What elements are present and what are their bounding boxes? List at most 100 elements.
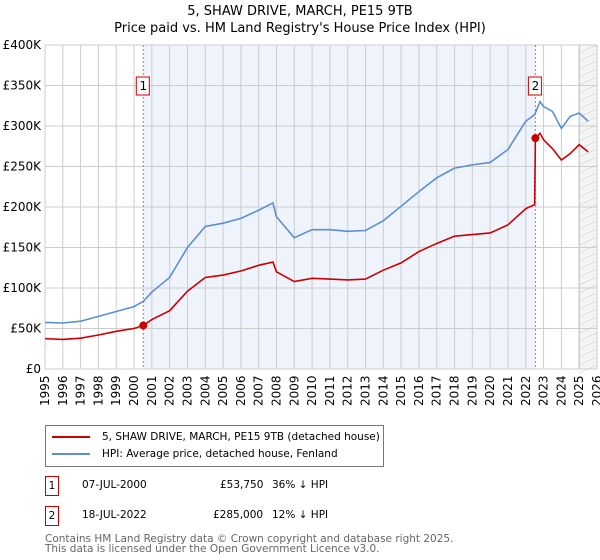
hatch-line — [579, 260, 598, 270]
annotation-label: 1 — [139, 79, 147, 93]
hatch-line — [579, 252, 598, 262]
x-tick-label: 2001 — [145, 375, 159, 406]
footer-copyright: Contains HM Land Registry data © Crown c… — [45, 533, 454, 545]
hatch-line — [579, 44, 598, 54]
y-tick-label: £250K — [3, 160, 43, 174]
hatch-line — [579, 100, 598, 110]
plot-border — [44, 44, 598, 370]
x-tick-label: 1999 — [109, 375, 123, 406]
hatch-line — [579, 188, 598, 198]
x-tick-label: 2020 — [483, 375, 497, 406]
x-tick-label: 2008 — [269, 375, 283, 406]
x-tick-label: 1996 — [56, 375, 70, 406]
hatch-line — [579, 292, 598, 302]
x-tick-label: 2015 — [394, 375, 408, 406]
legend-label: HPI: Average price, detached house, Fenl… — [102, 448, 338, 460]
transaction-hpi: 12% ↓ HPI — [272, 509, 329, 521]
hatch-line — [579, 276, 598, 286]
y-tick-label: £350K — [3, 79, 43, 93]
transaction-hpi: 36% ↓ HPI — [272, 479, 329, 491]
x-tick-label: 2005 — [216, 375, 230, 406]
hatch-line — [579, 284, 598, 294]
hatch-line — [579, 196, 598, 206]
y-tick-label: £0 — [26, 362, 41, 376]
hatch-line — [579, 204, 598, 214]
hatch-line — [579, 348, 598, 358]
x-tick-label: 2026 — [590, 375, 600, 406]
x-tick-label: 2011 — [323, 375, 337, 406]
y-tick-label: £100K — [3, 281, 43, 295]
transaction-price: £285,000 — [213, 509, 264, 521]
transaction-date: 18-JUL-2022 — [82, 509, 147, 521]
x-tick-label: 2000 — [127, 375, 141, 406]
transaction-price: £53,750 — [220, 479, 264, 491]
x-tick-label: 2017 — [430, 375, 444, 406]
x-tick-label: 2007 — [252, 375, 266, 406]
hatch-line — [579, 76, 598, 86]
hatch-line — [579, 156, 598, 166]
legend-item-hpi: HPI: Average price, detached house, Fenl… — [52, 446, 338, 462]
hatch-line — [579, 332, 598, 342]
hatch-line — [579, 268, 598, 278]
x-tick-label: 2025 — [572, 375, 586, 406]
y-tick-label: £300K — [3, 119, 43, 133]
hatch-line — [579, 212, 598, 222]
x-tick-label: 2003 — [180, 375, 194, 406]
hatch-line — [579, 180, 598, 190]
sale-point — [139, 321, 148, 330]
hpi-line — [44, 100, 589, 324]
hatch-line — [579, 300, 598, 310]
y-tick-label: £150K — [3, 241, 43, 255]
x-tick-label: 1998 — [91, 375, 105, 406]
y-tick-label: £200K — [3, 200, 43, 214]
legend-label: 5, SHAW DRIVE, MARCH, PE15 9TB (detached… — [102, 431, 380, 443]
chart-subtitle: Price paid vs. HM Land Registry's House … — [114, 21, 486, 36]
x-tick-label: 2002 — [163, 375, 177, 406]
hatch-line — [579, 308, 598, 318]
y-tick-label: £400K — [3, 38, 43, 52]
x-tick-label: 1995 — [38, 375, 52, 406]
hatch-line — [579, 52, 598, 62]
legend-swatch-blue — [52, 453, 90, 455]
hatch-line — [579, 148, 598, 158]
marker-badge: 1 — [45, 476, 59, 496]
hatch-line — [579, 244, 598, 254]
footer-licence: This data is licensed under the Open Gov… — [45, 543, 380, 555]
chart-title: 5, SHAW DRIVE, MARCH, PE15 9TB — [187, 4, 413, 19]
hatch-line — [579, 132, 598, 142]
hatch-line — [579, 356, 598, 366]
x-tick-label: 1997 — [74, 375, 88, 406]
legend: 5, SHAW DRIVE, MARCH, PE15 9TB (detached… — [45, 425, 384, 467]
hatch-line — [579, 228, 598, 238]
x-tick-label: 2013 — [359, 375, 373, 406]
transaction-date: 07-JUL-2000 — [82, 479, 147, 491]
x-tick-label: 2021 — [501, 375, 515, 406]
hatch-line — [579, 220, 598, 230]
x-tick-label: 2004 — [198, 375, 212, 406]
hatch-line — [579, 84, 598, 94]
hatch-line — [579, 340, 598, 350]
y-tick-label: £50K — [10, 322, 42, 336]
annotation-badge — [527, 76, 542, 96]
x-tick-label: 2016 — [412, 375, 426, 406]
x-tick-label: 2018 — [448, 375, 462, 406]
sale-point — [531, 134, 540, 143]
hatch-line — [579, 172, 598, 182]
legend-swatch-red — [52, 436, 90, 438]
plot-area: 1995 1996 1997 1998 1999 2000 2001 2002 2003 2004… — [3, 38, 600, 406]
hatch-line — [579, 68, 598, 78]
hatch-line — [579, 60, 598, 70]
x-tick-label: 2009 — [287, 375, 301, 406]
x-tick-label: 2012 — [341, 375, 355, 406]
hatch-line — [579, 316, 598, 326]
hatch-line — [579, 92, 598, 102]
x-tick-label: 2010 — [305, 375, 319, 406]
x-tick-label: 2022 — [519, 375, 533, 406]
marker-badge: 2 — [45, 506, 59, 526]
x-tick-label: 2023 — [537, 375, 551, 406]
x-tick-label: 2006 — [234, 375, 248, 406]
footer: Contains HM Land Registry data © Crown c… — [45, 533, 454, 555]
legend-item-property: 5, SHAW DRIVE, MARCH, PE15 9TB (detached… — [52, 429, 380, 445]
x-tick-label: 2014 — [376, 375, 390, 406]
